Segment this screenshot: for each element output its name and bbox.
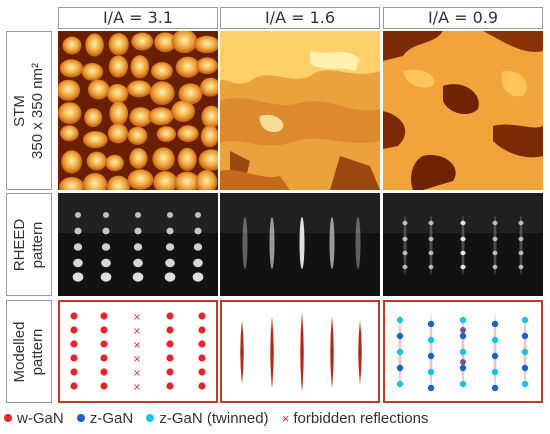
row-label-rheed-line1: RHEED: [11, 218, 28, 271]
column-header-3: I/A = 0.9: [383, 7, 543, 29]
column-header-1: I/A = 3.1: [58, 7, 218, 29]
row-label-model-line2: pattern: [29, 328, 46, 375]
legend-label: w-GaN: [17, 409, 64, 427]
row-label-model-line1: Modelled: [11, 321, 28, 382]
legend-item-forbidden: × forbidden reflections: [282, 409, 429, 427]
legend: w-GaN z-GaN z-GaN (twinned) × forbidden r…: [4, 409, 548, 429]
svg-text:×: ×: [133, 326, 141, 337]
stm-image-2: [220, 31, 380, 190]
row-label-rheed-line2: pattern: [29, 221, 46, 268]
stm-image-3: [383, 31, 543, 190]
row-label-stm-line1: STM: [11, 94, 28, 127]
cross-marker-icon: ×: [281, 410, 290, 426]
svg-text:×: ×: [133, 340, 141, 351]
column-header-2: I/A = 1.6: [220, 7, 380, 29]
rheed-image-2: [220, 193, 380, 296]
legend-label: z-GaN (twinned): [159, 409, 269, 427]
model-pattern-3: [383, 300, 543, 403]
z-gan-marker-icon: [76, 414, 85, 423]
svg-text:×: ×: [133, 312, 141, 323]
row-label-stm: STM 350 x 350 nm²: [6, 31, 52, 190]
rheed-image-3: [383, 193, 543, 296]
rheed-image-1: [58, 193, 218, 296]
model-pattern-1: × × × × × ×: [58, 300, 218, 403]
stm-image-1: [58, 31, 218, 190]
z-gan-twinned-marker-icon: [146, 414, 155, 423]
legend-item-z-gan: z-GaN: [76, 409, 134, 427]
w-gan-marker-icon: [4, 414, 12, 423]
svg-text:×: ×: [133, 368, 141, 379]
model-pattern-2: [220, 300, 380, 403]
legend-item-w-gan: w-GaN: [4, 409, 64, 427]
row-label-model: Modelled pattern: [6, 300, 52, 403]
legend-label: z-GaN: [89, 409, 134, 427]
legend-item-z-gan-twinned: z-GaN (twinned): [146, 409, 269, 427]
legend-label: forbidden reflections: [293, 409, 429, 427]
row-label-stm-line2: 350 x 350 nm²: [29, 62, 46, 159]
svg-text:×: ×: [133, 382, 141, 393]
row-label-rheed: RHEED pattern: [6, 193, 52, 296]
svg-text:×: ×: [133, 354, 141, 365]
